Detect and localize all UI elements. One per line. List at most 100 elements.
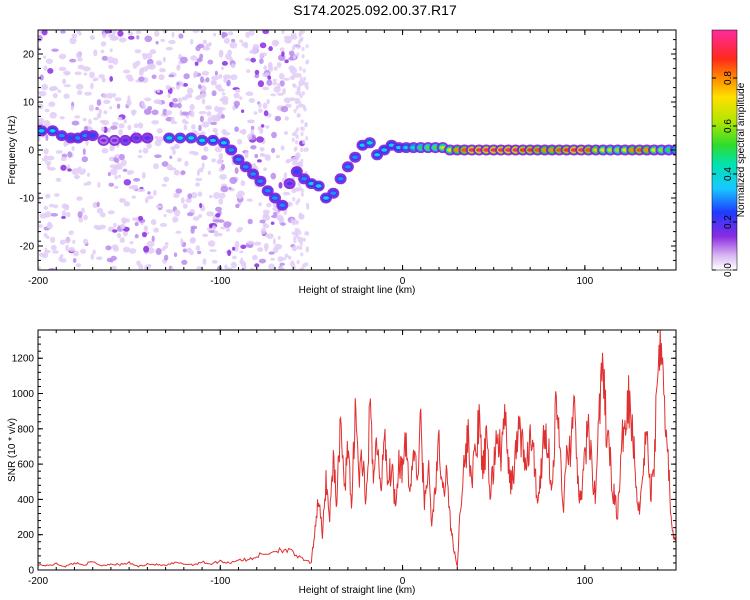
noise-speck: [302, 68, 306, 73]
noise-speck: [177, 102, 182, 109]
noise-speck: [167, 93, 171, 99]
noise-speck: [114, 97, 122, 102]
noise-speck: [221, 95, 229, 103]
noise-speck: [226, 267, 233, 270]
noise-speck: [254, 153, 259, 159]
noise-speck: [302, 105, 306, 110]
noise-speck: [229, 177, 237, 184]
y-tick-label: 1000: [12, 389, 35, 400]
noise-speck: [74, 115, 81, 119]
noise-speck: [154, 139, 162, 147]
noise-speck: [272, 78, 277, 82]
noise-speck: [197, 191, 203, 197]
noise-speck: [207, 240, 216, 247]
noise-speck: [171, 31, 175, 38]
noise-speck: [163, 213, 167, 218]
noise-speck: [133, 177, 141, 182]
noise-speck: [42, 157, 48, 162]
x-tick-label: -200: [28, 276, 48, 287]
noise-speck: [300, 119, 304, 124]
noise-speck: [185, 198, 192, 203]
noise-speck: [266, 98, 270, 105]
noise-speck: [279, 262, 285, 266]
snr-y-ticks: 0 200 400 600 800 1000 1200: [12, 329, 676, 577]
noise-speck: [297, 198, 301, 203]
noise-speck: [244, 151, 249, 159]
noise-speck: [294, 227, 298, 233]
noise-speck: [127, 31, 134, 36]
noise-speck: [218, 152, 224, 160]
ridge-core: [133, 136, 140, 140]
noise-speck: [298, 82, 302, 88]
noise-speck: [100, 126, 105, 132]
noise-speck: [294, 160, 298, 166]
noise-speck: [220, 185, 229, 193]
noise-speck: [296, 259, 300, 265]
noise-speck: [208, 223, 213, 229]
noise-speck: [165, 46, 173, 51]
noise-speck: [173, 192, 180, 198]
noise-speck: [162, 245, 169, 249]
noise-speck: [278, 182, 283, 189]
noise-speck: [96, 256, 103, 261]
noise-speck: [284, 36, 292, 44]
noise-speck: [44, 211, 52, 218]
noise-speck: [145, 53, 153, 59]
noise-speck: [144, 35, 153, 43]
noise-speck: [241, 42, 247, 47]
noise-speck: [151, 109, 159, 116]
noise-speck: [93, 224, 100, 230]
noise-speck: [76, 51, 82, 59]
ridge-core: [188, 136, 195, 140]
noise-speck: [55, 150, 63, 154]
noise-speck: [234, 167, 239, 174]
noise-speck: [202, 258, 207, 265]
noise-speck: [295, 44, 302, 49]
noise-speck: [211, 75, 220, 81]
noise-speck: [225, 228, 230, 232]
noise-speck: [50, 236, 56, 243]
noise-speck: [295, 231, 299, 236]
y-tick-label: 400: [17, 495, 34, 506]
noise-speck: [107, 172, 111, 177]
noise-speck: [96, 201, 100, 208]
noise-speck: [210, 121, 218, 126]
noise-speck: [268, 46, 273, 52]
noise-speck: [84, 91, 93, 96]
noise-speck: [189, 237, 196, 244]
ridge-core: [272, 196, 278, 200]
noise-speck: [190, 227, 195, 234]
noise-speck: [85, 139, 89, 146]
noise-speck: [43, 120, 51, 127]
noise-speck: [125, 74, 133, 80]
noise-speck: [183, 124, 188, 131]
noise-speck: [50, 213, 59, 217]
noise-speck: [305, 248, 309, 253]
noise-speck: [195, 45, 201, 52]
noise-speck: [120, 223, 126, 230]
noise-speck: [270, 172, 277, 180]
noise-speck: [112, 93, 117, 98]
noise-speck: [250, 145, 257, 150]
y-tick-label: -10: [20, 194, 35, 205]
noise-speck: [280, 145, 285, 151]
noise-speck: [200, 131, 206, 136]
noise-speck: [294, 73, 302, 78]
noise-speck: [211, 260, 218, 264]
noise-speck: [296, 98, 300, 103]
ridge-core: [381, 148, 388, 152]
colorbar-tick-label: 0.0: [723, 263, 734, 277]
noise-speck: [89, 71, 95, 79]
ridge-core: [352, 155, 359, 159]
noise-speck: [215, 84, 222, 90]
noise-speck: [50, 244, 57, 251]
ridge-core: [111, 138, 118, 143]
noise-speck: [246, 69, 251, 73]
noise-speck: [281, 30, 285, 35]
noise-speck: [301, 46, 305, 52]
noise-speck: [246, 240, 254, 245]
noise-speck: [198, 214, 203, 218]
noise-speck: [223, 221, 232, 228]
noise-speck: [234, 240, 240, 248]
noise-speck: [172, 149, 176, 155]
